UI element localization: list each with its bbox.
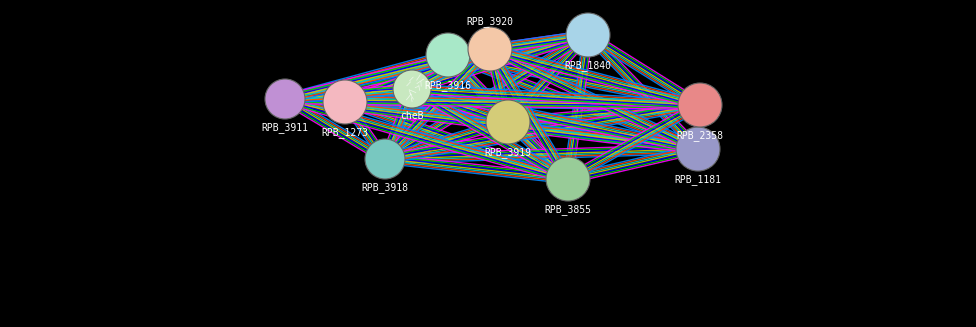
Text: RPB_3918: RPB_3918 bbox=[361, 182, 409, 193]
Circle shape bbox=[468, 27, 512, 71]
Circle shape bbox=[676, 127, 720, 171]
Text: RPB_3916: RPB_3916 bbox=[425, 80, 471, 91]
Text: RPB_3919: RPB_3919 bbox=[484, 147, 532, 158]
Text: RPB_2358: RPB_2358 bbox=[676, 130, 723, 141]
Circle shape bbox=[426, 33, 470, 77]
Circle shape bbox=[393, 70, 431, 108]
Text: RPB_3911: RPB_3911 bbox=[262, 122, 308, 133]
Circle shape bbox=[678, 83, 722, 127]
Text: RPB_3920: RPB_3920 bbox=[467, 16, 513, 27]
Text: RPB_1840: RPB_1840 bbox=[564, 60, 612, 71]
Circle shape bbox=[486, 100, 530, 144]
Circle shape bbox=[265, 79, 305, 119]
Text: RPB_3855: RPB_3855 bbox=[545, 204, 591, 215]
Text: cheB: cheB bbox=[400, 111, 424, 121]
Circle shape bbox=[323, 80, 367, 124]
Circle shape bbox=[365, 139, 405, 179]
Text: RPB_1273: RPB_1273 bbox=[321, 127, 369, 138]
Text: RPB_1181: RPB_1181 bbox=[674, 174, 721, 185]
Circle shape bbox=[566, 13, 610, 57]
Circle shape bbox=[546, 157, 590, 201]
